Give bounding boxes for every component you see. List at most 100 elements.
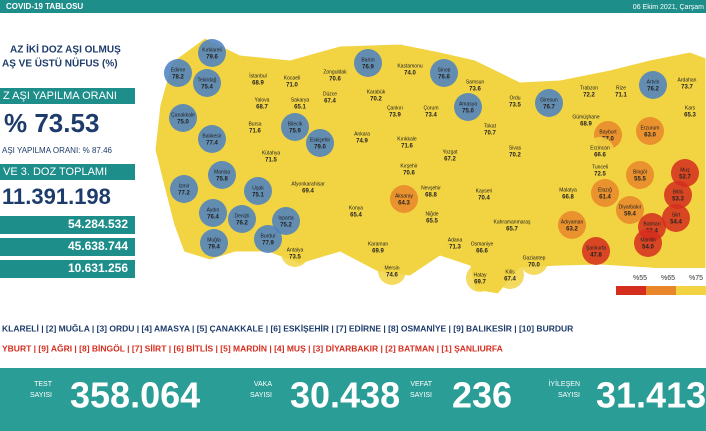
province-area (364, 233, 392, 261)
province-value: 47.8 (590, 253, 602, 259)
province-area (430, 59, 458, 87)
province-value: 70.7 (484, 131, 496, 137)
province-value: 76.6 (438, 75, 450, 81)
province-name: Elazığ (598, 187, 612, 193)
province-name: İstanbul (249, 72, 267, 79)
province-value: 71.6 (249, 129, 261, 135)
province-name: Bursa (248, 121, 261, 127)
province-name: Hatay (473, 272, 487, 278)
province-name: Kars (685, 105, 696, 111)
province-value: 71.3 (449, 245, 461, 251)
province-name: Kocaeli (284, 75, 300, 81)
province-value: 66.6 (476, 249, 488, 255)
province-name: Tokat (484, 123, 497, 129)
province-name: Kırşehir (400, 163, 418, 169)
province-name: Nevşehir (421, 185, 441, 191)
province-area (198, 39, 226, 67)
province-area (208, 161, 236, 189)
province-value: 70.2 (509, 153, 521, 159)
province-area (321, 61, 349, 89)
province-area (248, 89, 276, 117)
stat-value: 236 (452, 375, 512, 416)
dose-rows: 54.284.532 45.638.744 10.631.256 (0, 216, 135, 278)
province-name: Samsun (466, 79, 485, 85)
province-area (454, 93, 482, 121)
province-area (535, 89, 563, 117)
province-value: 79.0 (314, 145, 326, 151)
province-area (520, 247, 548, 275)
province-name: Yozgat (442, 149, 458, 155)
province-value: 66.8 (562, 195, 574, 201)
province-area (496, 261, 524, 289)
province-name: Manisa (214, 169, 230, 175)
province-name: Erzurum (641, 125, 660, 131)
row-value: 54.284.532 (68, 217, 128, 231)
legend-label: %55 (633, 275, 647, 282)
province-value: 78.2 (172, 75, 184, 81)
province-value: 74.9 (356, 139, 368, 145)
stat-value: 31.413 (596, 375, 706, 416)
province-value: 77.9 (262, 241, 274, 247)
province-name: Rize (616, 85, 626, 91)
province-area (418, 203, 446, 231)
province-area (558, 211, 586, 239)
province-value: 67.2 (444, 157, 456, 163)
stat-label: VEFAT (410, 381, 432, 388)
province-name: Karabük (367, 89, 386, 95)
province-area (639, 71, 667, 99)
province-value: 75.9 (289, 129, 301, 135)
province-value: 70.4 (478, 196, 490, 202)
province-name: Gaziantep (523, 255, 546, 261)
province-area (395, 155, 423, 183)
row-box (0, 238, 135, 256)
province-area (417, 177, 445, 205)
province-name: Zonguldak (323, 69, 347, 75)
province-name: Çanakkale (171, 112, 195, 118)
province-value: 67.4 (504, 277, 516, 283)
province-value: 69.7 (474, 280, 486, 286)
province-name: Tekirdağ (198, 77, 217, 83)
stat-label: TEST (34, 381, 53, 388)
province-area (342, 197, 370, 225)
province-name: İzmir (179, 182, 190, 189)
province-value: 73.6 (469, 87, 481, 93)
province-name: Sivas (509, 145, 522, 151)
province-name: Kırklareli (202, 47, 221, 53)
province-value: 76.2 (236, 221, 248, 227)
province-value: 69.9 (372, 249, 384, 255)
province-value: 54.4 (670, 220, 682, 226)
province-name: Ardahan (678, 77, 697, 83)
stats: TEST SAYISI 358.064 VAKA SAYISI 30.438 VEFAT SA… (30, 375, 706, 416)
legend-bg (612, 268, 706, 300)
province-value: 77.2 (178, 191, 190, 197)
province-name: Konya (349, 205, 363, 211)
rate-label: Z AŞI YAPILMA ORANI (3, 90, 117, 102)
province-name: Adıyaman (561, 219, 584, 225)
legend-label: %65 (661, 275, 675, 282)
province-name: Malatya (559, 187, 577, 193)
row-value: 45.638.744 (68, 239, 128, 253)
province-area (501, 137, 529, 165)
province-value: 68.7 (256, 105, 268, 111)
province-name: Karaman (368, 241, 389, 247)
province-name: Siirt (672, 212, 681, 218)
province-area (554, 179, 582, 207)
province-area (591, 179, 619, 207)
label-box (0, 88, 135, 104)
province-value: 73.9 (389, 113, 401, 119)
province-name: Balıkesir (202, 133, 222, 139)
province-name: Mersin (384, 265, 399, 271)
province-name: Ankara (354, 131, 370, 137)
row-box (0, 260, 135, 278)
province-value: 73.5 (289, 255, 301, 261)
province-name: Aksaray (395, 193, 414, 199)
province-area (278, 67, 306, 95)
province-value: 74.0 (404, 71, 416, 77)
province-value: 76.7 (543, 105, 555, 111)
province-area (436, 141, 464, 169)
province-value: 76.9 (362, 65, 374, 71)
province-area (198, 125, 226, 153)
province-name: Antalya (287, 247, 304, 253)
province-value: 71.1 (615, 93, 627, 99)
province-name: Edirne (171, 67, 186, 73)
